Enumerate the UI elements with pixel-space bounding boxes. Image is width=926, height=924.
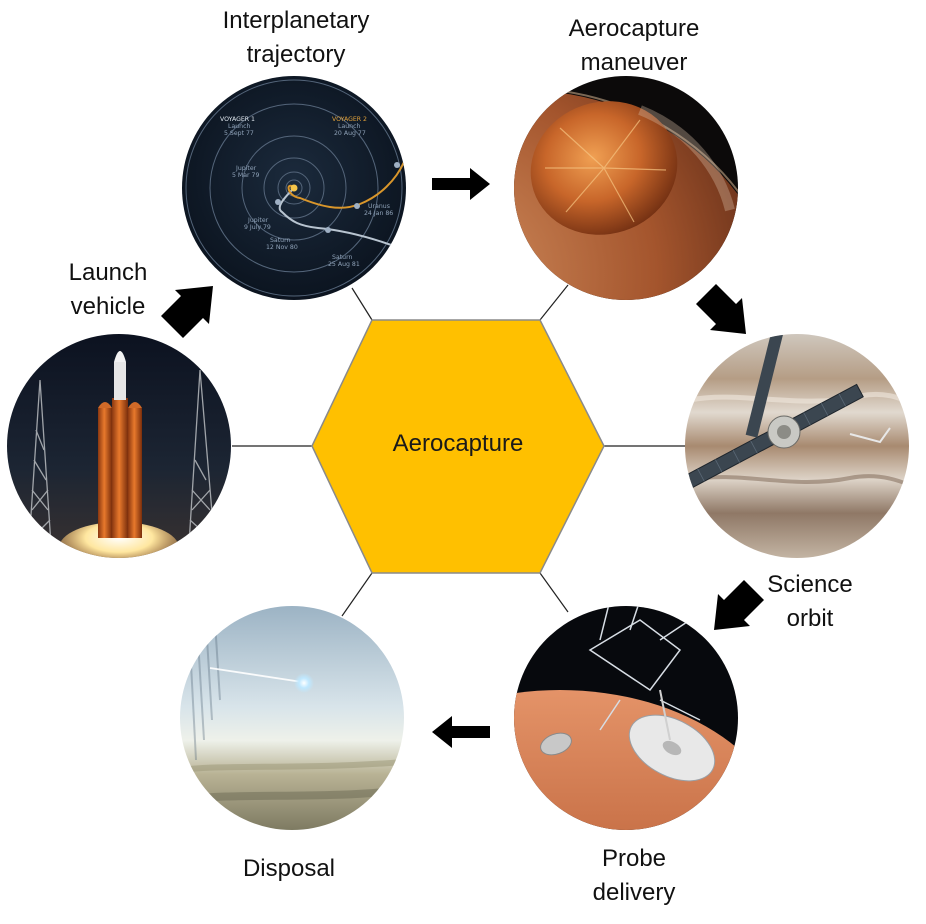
stage-label-line: vehicle (70, 293, 146, 320)
aerocapture-vehicle-image (514, 76, 738, 300)
voyager2-title: VOYAGER 2 (332, 116, 367, 123)
stage-label-line: Disposal (242, 855, 336, 882)
stage-label-line: orbit (786, 605, 834, 632)
stage-label-line: Probe (601, 845, 667, 872)
connector-trajectory (351, 287, 373, 321)
stage-label-disposal: Disposal (169, 852, 409, 886)
spacecraft-orbit-image (685, 334, 909, 558)
connector-aerocapture (539, 284, 569, 321)
voyager1-launch: Launch (228, 123, 250, 130)
jupiter2-date: 9 July 79 (244, 224, 271, 231)
arrow-launch-to-trajectory (161, 286, 213, 338)
arrow-science-to-probe (714, 580, 764, 630)
voyager1-launch-date: 5 Sept 77 (224, 130, 254, 137)
stage-label-launch: Launch vehicle (0, 256, 228, 324)
arrow-trajectory-to-aerocapture (432, 168, 490, 200)
stage-label-line: maneuver (580, 49, 688, 76)
stage-label-line: Launch (68, 259, 148, 286)
aerocapture-hexagon (311, 319, 605, 574)
uranus-date: 24 Jan 86 (364, 210, 393, 217)
rocket-launch-image (7, 334, 231, 558)
voyager-trajectory-image: VOYAGER 1 Launch 5 Sept 77 VOYAGER 2 Lau… (182, 76, 406, 300)
saturn2-name: Saturn (332, 254, 353, 261)
stage-label-line: Science (767, 571, 853, 598)
stage-label-aerocapture: Aerocapture maneuver (514, 12, 754, 80)
saturn1-name: Saturn (270, 237, 291, 244)
atmospheric-entry-image (180, 606, 404, 830)
probe-delivery-image (514, 606, 738, 830)
stage-label-line: Aerocapture (568, 15, 700, 42)
stage-label-science: Science orbit (690, 568, 926, 636)
flow-arrows (161, 168, 764, 748)
stage-label-probe: Probe delivery (514, 842, 754, 910)
connector-lines (232, 284, 685, 617)
stage-label-line: trajectory (246, 41, 346, 68)
arrow-probe-to-disposal (432, 716, 490, 748)
jupiter2-name: Jupiter (247, 217, 269, 224)
voyager2-launch: Launch (338, 123, 360, 130)
stage-label-line: delivery (592, 879, 676, 906)
voyager1-title: VOYAGER 1 (220, 116, 255, 123)
uranus-name: Uranus (368, 203, 390, 210)
connector-disposal (341, 572, 373, 617)
saturn2-date: 25 Aug 81 (328, 261, 360, 268)
stage-label-trajectory: Interplanetary trajectory (176, 4, 416, 72)
saturn1-date: 12 Nov 80 (266, 244, 298, 251)
stage-label-line: Interplanetary (222, 7, 370, 34)
connector-probe (539, 572, 569, 613)
voyager2-launch-date: 20 Aug 77 (334, 130, 366, 137)
jupiter1-name: Jupiter (235, 165, 257, 172)
jupiter1-date: 5 Mar 79 (232, 172, 259, 179)
arrow-aerocapture-to-science (696, 284, 746, 334)
center-label: Aerocapture (392, 430, 524, 457)
